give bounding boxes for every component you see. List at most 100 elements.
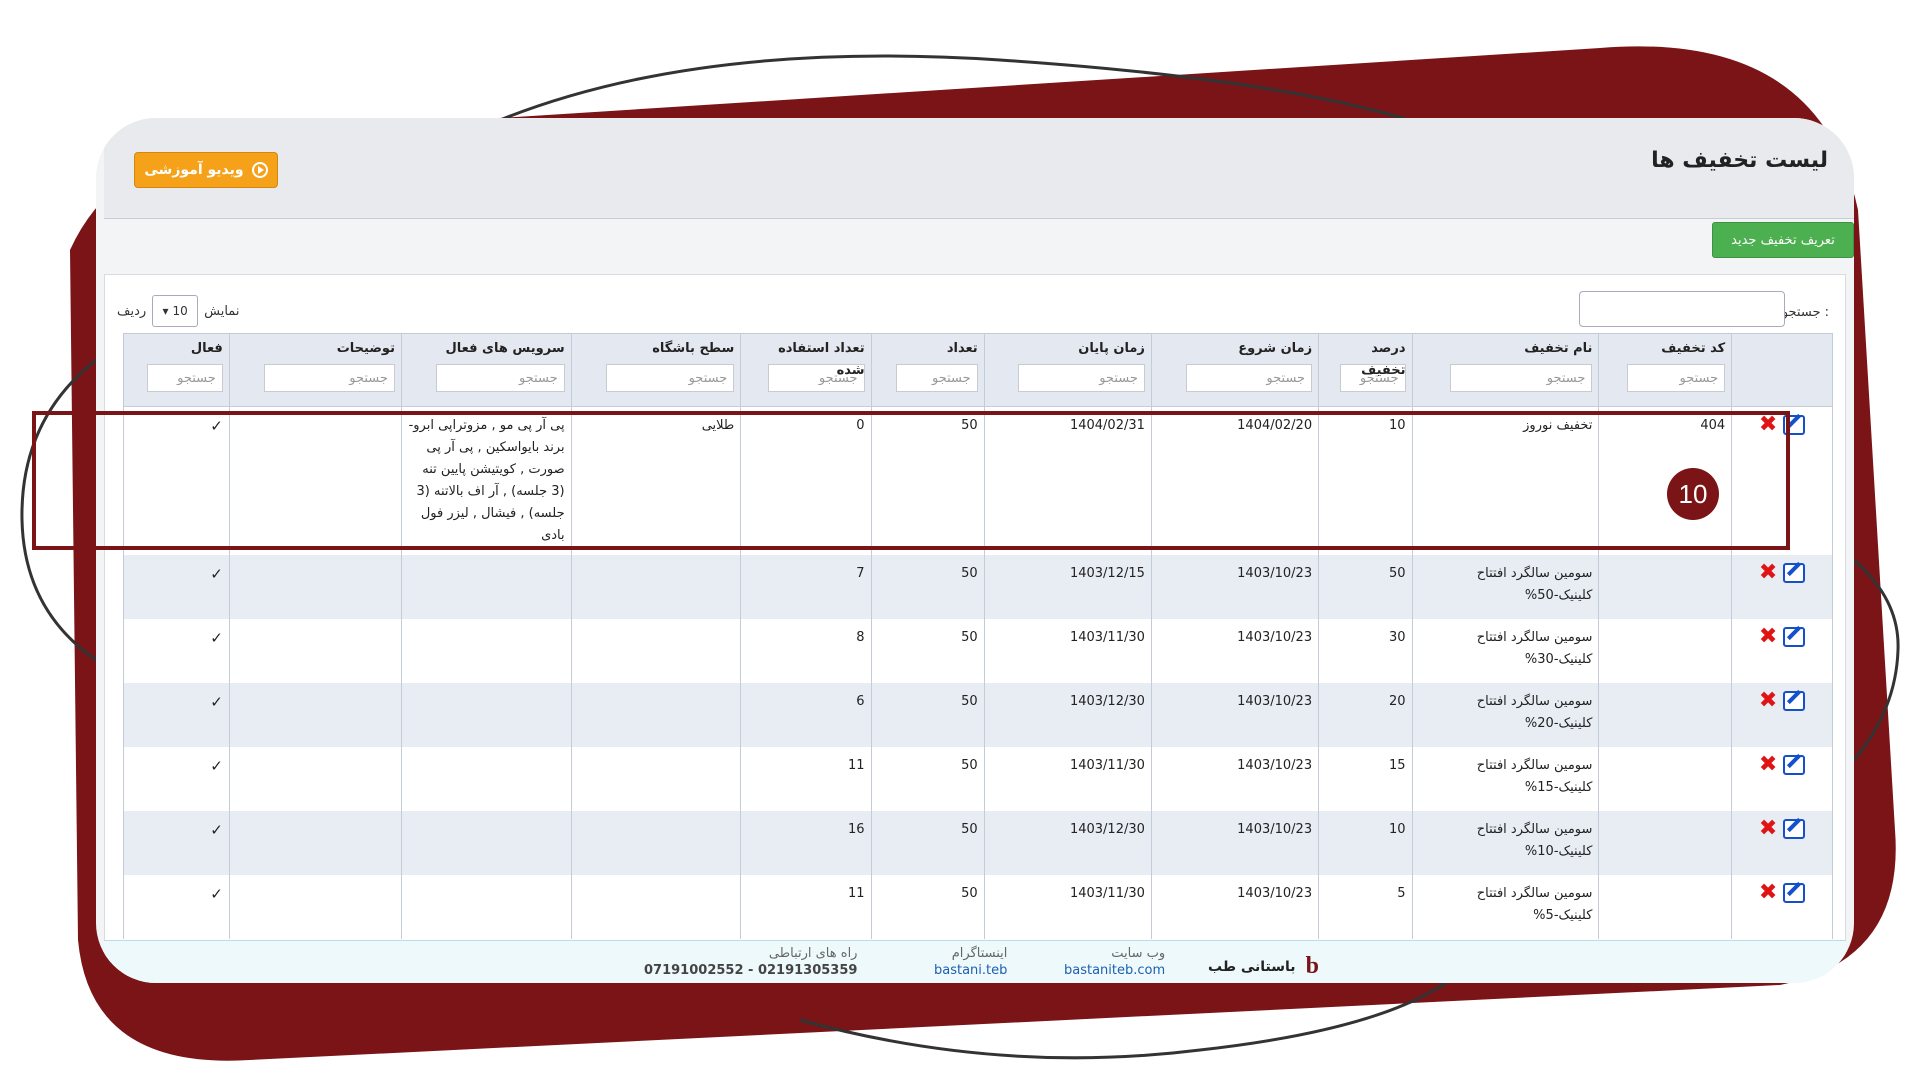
cell-services <box>400 811 572 875</box>
cell-services <box>400 747 572 811</box>
header-col-7[interactable]: سطح باشگاه جستجو <box>570 333 742 407</box>
cell-active: ✓ <box>123 555 230 619</box>
cell-name: سومین سالگرد افتتاح کلینیک-30% <box>1411 619 1600 683</box>
edit-icon[interactable] <box>1783 755 1806 775</box>
cell-services: پی آر پی مو , مزوتراپی ابرو- برند بایواس… <box>400 406 572 555</box>
column-search-input[interactable]: جستجو <box>436 364 565 392</box>
header-col-4[interactable]: زمان پایان جستجو <box>983 333 1152 407</box>
edit-icon[interactable] <box>1783 563 1806 583</box>
delete-icon[interactable]: ✖ <box>1758 880 1778 905</box>
edit-icon[interactable] <box>1783 415 1806 435</box>
footer-instagram[interactable]: اینستاگرام bastani.teb <box>934 945 1007 979</box>
cell-start: 1403/10/23 <box>1150 683 1320 747</box>
table-row: ✖ سومین سالگرد افتتاح کلینیک-30% 30 1403/10… <box>123 619 1833 683</box>
header-label: تعداد <box>946 341 978 356</box>
app-screen: لیست تخفیف ها ویدیو آموزشی تعریف تخفیف ج… <box>96 118 1854 983</box>
cell-used: 8 <box>740 619 872 683</box>
chevron-down-icon: ▾ <box>162 304 169 318</box>
cell-end: 1404/02/31 <box>983 406 1152 555</box>
cell-start: 1403/10/23 <box>1150 811 1320 875</box>
website-link[interactable]: bastaniteb.com <box>1064 963 1166 978</box>
edit-icon[interactable] <box>1783 627 1806 647</box>
contact-phones: 07191002552 - 02191305359 <box>644 963 858 978</box>
column-search-input[interactable]: جستجو <box>1018 364 1145 392</box>
search-input[interactable] <box>1579 291 1785 327</box>
search-label: جستجو : <box>1781 305 1829 320</box>
edit-icon[interactable] <box>1783 819 1806 839</box>
cell-name: سومین سالگرد افتتاح کلینیک-15% <box>1411 747 1600 811</box>
column-search-input[interactable]: جستجو <box>895 364 978 392</box>
column-search-input[interactable]: جستجو <box>1626 364 1726 392</box>
cell-end: 1403/12/30 <box>983 683 1152 747</box>
row-actions: ✖ <box>1731 875 1833 939</box>
cell-services <box>400 619 572 683</box>
instagram-label: اینستاگرام <box>951 946 1008 961</box>
table-row: ✖ سومین سالگرد افتتاح کلینیک-10% 10 1403/10… <box>123 811 1833 875</box>
header-label: سرویس های فعال <box>445 341 565 356</box>
header-col-5[interactable]: تعداد جستجو <box>870 333 985 407</box>
column-search-input[interactable]: جستجو <box>1449 364 1593 392</box>
cell-desc <box>228 406 402 555</box>
header-label: توضیحات <box>336 341 395 356</box>
new-discount-button[interactable]: تعریف تخفیف جدید <box>1712 222 1854 258</box>
header-col-3[interactable]: زمان شروع جستجو <box>1150 333 1320 407</box>
header-col-6[interactable]: تعداد استفاده شدهجستجو <box>740 333 872 407</box>
column-search-input[interactable]: جستجو <box>605 364 735 392</box>
footer-website[interactable]: وب سایت bastaniteb.com <box>1064 945 1165 979</box>
brand-name: باستانی طب <box>1208 958 1296 975</box>
cell-used: 16 <box>740 811 872 875</box>
edit-icon[interactable] <box>1783 883 1806 903</box>
cell-name: سومین سالگرد افتتاح کلینیک-10% <box>1411 811 1600 875</box>
column-search-input[interactable]: جستجو <box>768 364 865 392</box>
show-label: نمایش <box>204 303 240 319</box>
header-col-8[interactable]: سرویس های فعال جستجو <box>400 333 572 407</box>
delete-icon[interactable]: ✖ <box>1758 624 1778 649</box>
cell-desc <box>228 683 402 747</box>
delete-icon[interactable]: ✖ <box>1758 560 1778 585</box>
cell-code <box>1598 811 1733 875</box>
cell-start: 1403/10/23 <box>1150 555 1320 619</box>
delete-icon[interactable]: ✖ <box>1758 752 1778 777</box>
table-row: ✖ سومین سالگرد افتتاح کلینیک-15% 15 1403/10… <box>123 747 1833 811</box>
footer: باستانی طب b وب سایت bastaniteb.com اینس… <box>104 940 1846 983</box>
delete-icon[interactable]: ✖ <box>1758 412 1778 437</box>
header-label: فعال <box>190 341 223 356</box>
column-search-input[interactable]: جستجو <box>146 364 223 392</box>
header-label: درصد تخفیف <box>1361 341 1406 378</box>
video-tutorial-button[interactable]: ویدیو آموزشی <box>134 152 278 188</box>
cell-desc <box>228 747 402 811</box>
cell-end: 1403/11/30 <box>983 747 1152 811</box>
play-icon <box>251 162 268 178</box>
delete-icon[interactable]: ✖ <box>1758 816 1778 841</box>
cell-count: 50 <box>870 555 985 619</box>
cell-percent: 30 <box>1318 619 1413 683</box>
cell-name: سومین سالگرد افتتاح کلینیک-50% <box>1411 555 1600 619</box>
header-actions <box>1731 333 1833 407</box>
cell-code <box>1598 683 1733 747</box>
contact-label: راه های ارتباطی <box>768 946 858 961</box>
column-search-input[interactable]: جستجو <box>1185 364 1313 392</box>
delete-icon[interactable]: ✖ <box>1758 688 1778 713</box>
instagram-link[interactable]: bastani.teb <box>934 963 1008 978</box>
page-length-value: 10 <box>172 304 188 318</box>
row-actions: ✖ <box>1731 555 1833 619</box>
cell-services <box>400 875 572 939</box>
cell-count: 50 <box>870 811 985 875</box>
cell-percent: 50 <box>1318 555 1413 619</box>
column-search-input[interactable]: جستجو <box>1339 364 1406 392</box>
header-col-9[interactable]: توضیحات جستجو <box>228 333 402 407</box>
header-col-1[interactable]: نام تخفیف جستجو <box>1411 333 1600 407</box>
cell-count: 50 <box>870 875 985 939</box>
step-badge: 10 <box>1667 468 1719 520</box>
cell-code <box>1598 555 1733 619</box>
page-length-select[interactable]: 10 ▾ <box>152 295 199 327</box>
column-search-input[interactable]: جستجو <box>264 364 395 392</box>
cell-end: 1403/11/30 <box>983 619 1152 683</box>
edit-icon[interactable] <box>1783 691 1806 711</box>
brand-logo-icon: b <box>1305 953 1319 979</box>
header-col-0[interactable]: کد تخفیف جستجو <box>1598 333 1733 407</box>
header-col-10[interactable]: فعال جستجو <box>123 333 230 407</box>
